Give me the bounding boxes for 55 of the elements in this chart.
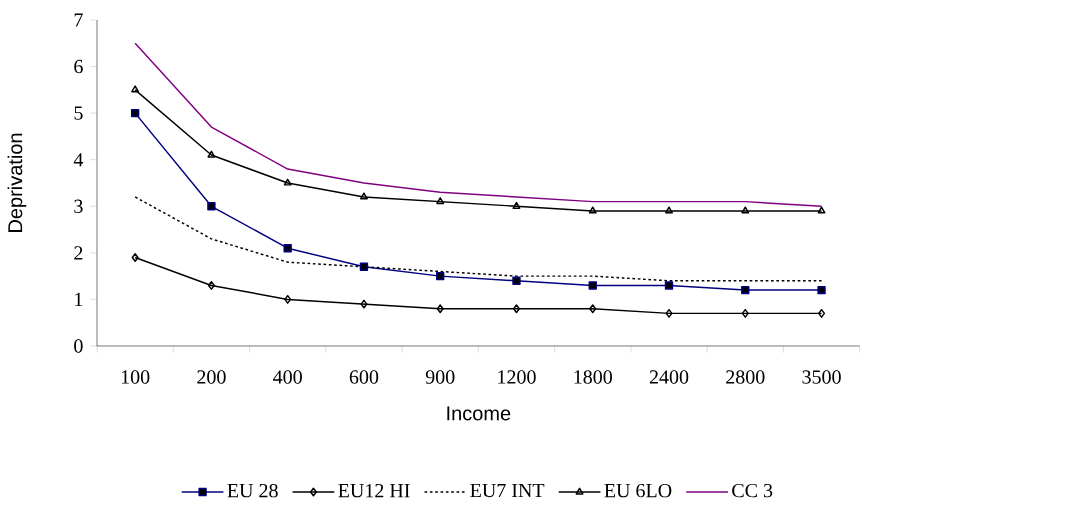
legend-label: EU 28 <box>227 483 278 498</box>
point <box>284 294 292 304</box>
point <box>512 304 521 314</box>
point <box>131 85 140 93</box>
point <box>283 243 292 253</box>
point <box>665 308 673 318</box>
point <box>130 108 140 118</box>
x-tick-label: 3500 <box>802 370 841 384</box>
x-tick-label: 1800 <box>574 370 612 384</box>
point <box>741 308 749 318</box>
point <box>359 262 369 272</box>
point <box>817 285 826 295</box>
legend-label: CC 3 <box>732 483 773 498</box>
point <box>283 178 292 186</box>
y-tick-label: 5 <box>74 106 83 120</box>
point <box>664 281 674 290</box>
point <box>436 197 445 205</box>
point <box>741 285 750 295</box>
y-tick-label: 6 <box>74 59 83 74</box>
y-tick-label: 1 <box>75 292 83 307</box>
point <box>665 206 673 214</box>
y-tick-label: 3 <box>74 199 83 213</box>
point <box>360 299 368 309</box>
x-tick-label: 2400 <box>649 370 689 384</box>
point <box>207 202 216 211</box>
point <box>512 276 521 285</box>
point <box>207 150 216 158</box>
legend-label: EU7 INT <box>470 483 545 498</box>
y-tick-label: 0 <box>74 339 83 353</box>
y-tick-label: 4 <box>73 153 84 167</box>
point <box>588 281 597 290</box>
point <box>207 280 215 290</box>
point <box>131 253 139 262</box>
point <box>817 206 826 214</box>
y-tick-label: 7 <box>74 13 83 27</box>
y-axis-title: Deprivation <box>7 133 27 232</box>
x-tick-label: 1200 <box>498 370 536 384</box>
x-tick-label: 400 <box>273 370 302 384</box>
point <box>436 304 444 314</box>
x-tick-label: 900 <box>425 370 455 384</box>
point <box>589 304 597 314</box>
x-tick-label: 2800 <box>726 370 765 384</box>
point <box>359 192 368 200</box>
point <box>512 201 521 209</box>
x-tick-label: 100 <box>121 370 150 384</box>
y-tick-label: 2 <box>74 246 83 260</box>
x-tick-label: 200 <box>197 370 226 384</box>
point <box>436 271 445 281</box>
point <box>741 206 750 214</box>
point <box>588 206 597 214</box>
x-tick-label: 600 <box>349 370 379 384</box>
legend-label: EU 6LO <box>604 483 672 498</box>
point <box>818 308 826 318</box>
x-axis-title: Income <box>447 406 511 421</box>
legend-label: EU12 HI <box>338 483 410 498</box>
